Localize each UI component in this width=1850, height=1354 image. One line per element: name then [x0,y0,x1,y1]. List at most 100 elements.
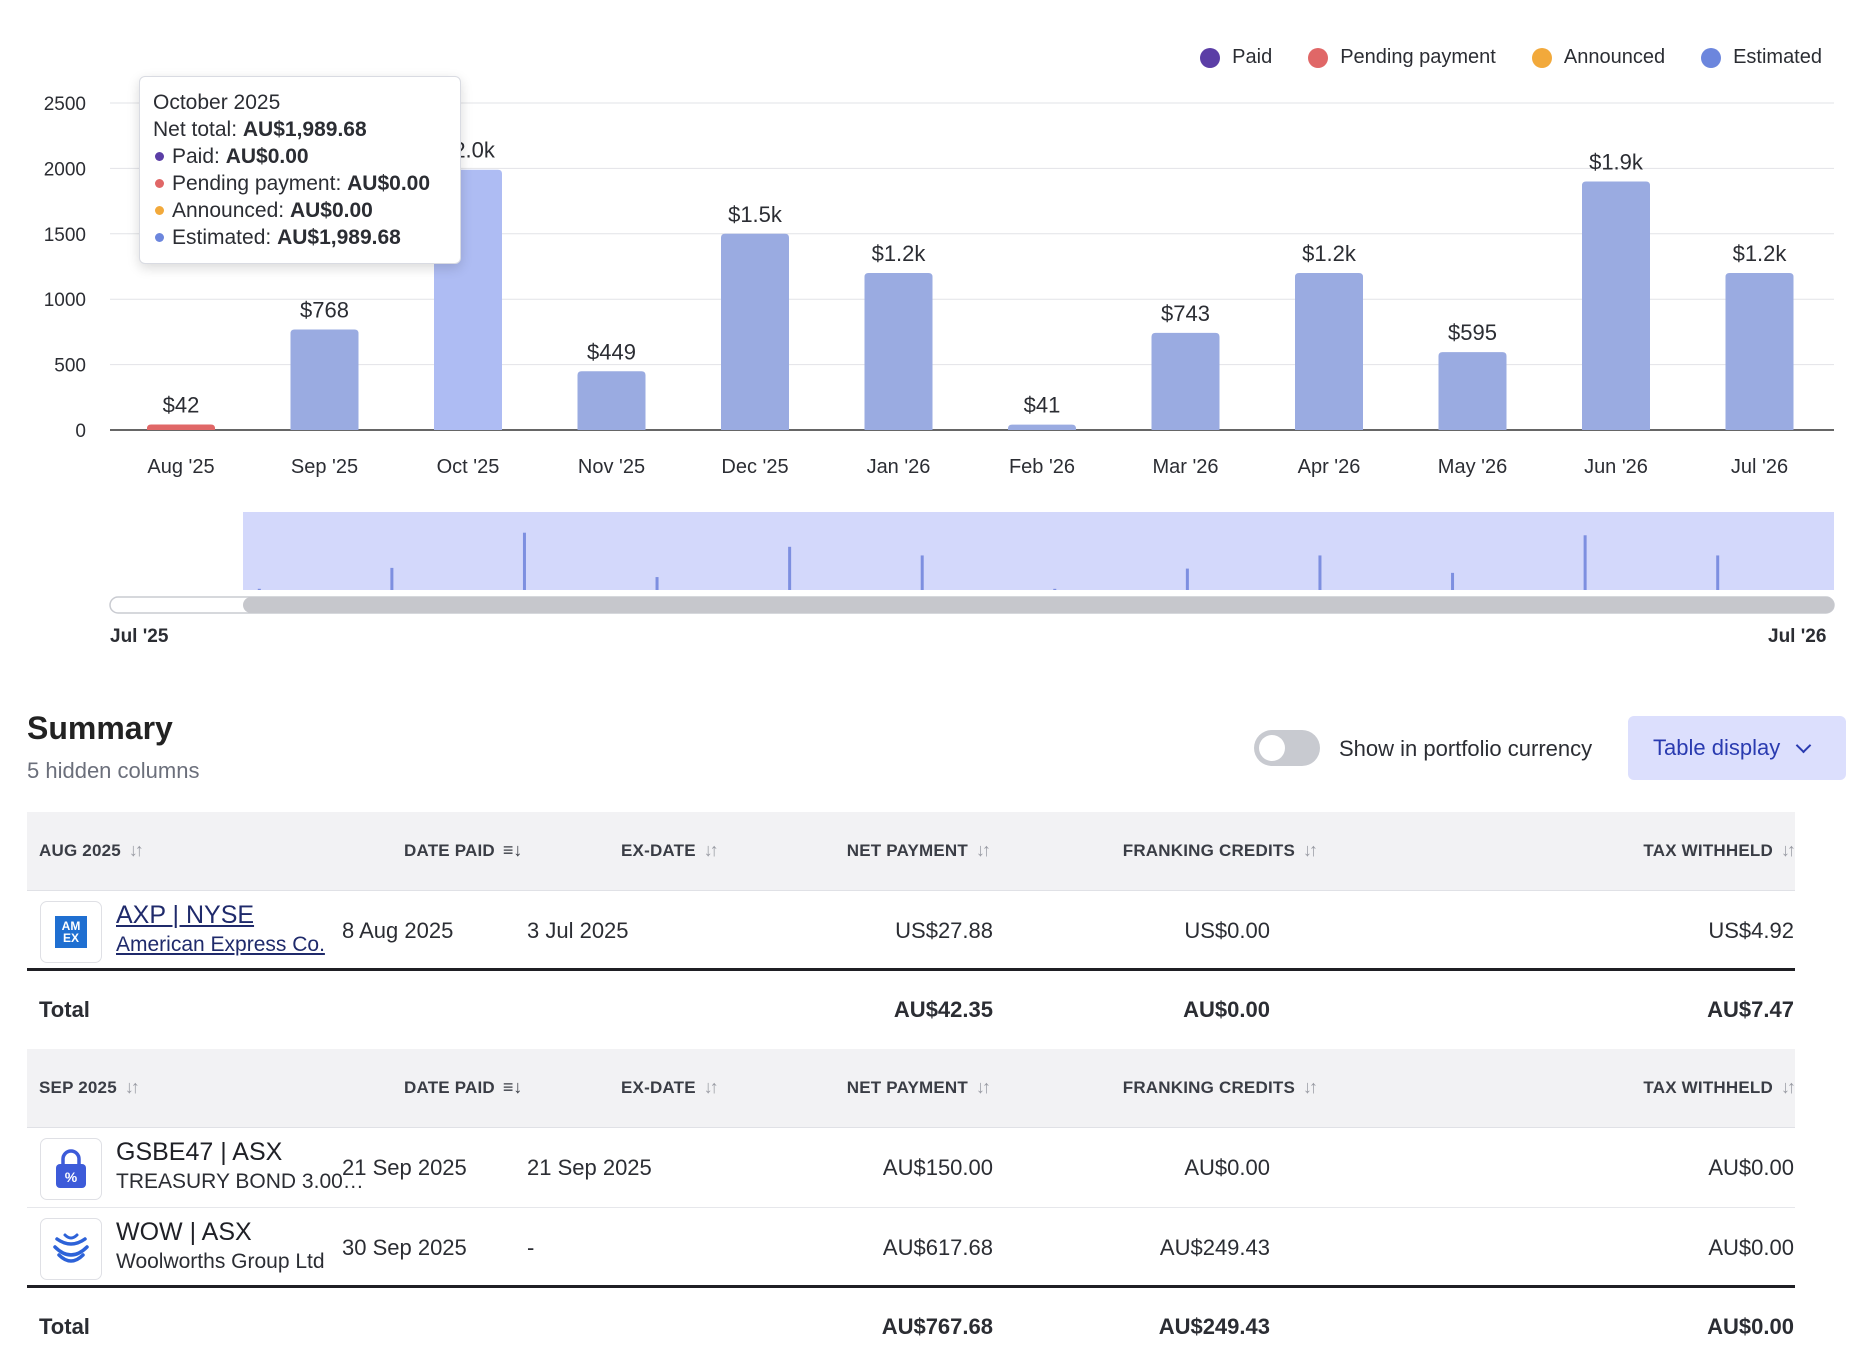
net-payment-cell: AU$617.68 [882,1235,993,1260]
table-row[interactable]: % GSBE47 | ASX TREASURY BOND 3.00… 21 Se… [27,1128,1795,1208]
security-symbol[interactable]: GSBE47 | ASX [116,1138,283,1166]
navigator-start-label: Jul '25 [110,626,169,647]
chart-bar[interactable] [1438,352,1507,430]
navigator-selected-range[interactable] [243,512,1834,590]
x-tick-label: Oct '25 [437,456,500,478]
amex-logo-icon: AM EX [40,901,102,963]
x-tick-label: Feb '26 [1009,456,1075,478]
ex-date-label: EX-DATE [621,1077,696,1097]
table-header-aug-2025: AUG 2025 ↓↑ DATE PAID ≡↓ EX-DATE ↓↑ NET PAY… [27,812,1796,891]
tooltip-dot-estimated [155,232,164,242]
column-header-tax-withheld[interactable]: TAX WITHHELD ↓↑ [1643,840,1796,861]
sort-icon: ↓↑ [1303,1077,1318,1097]
range-navigator[interactable] [109,512,1835,614]
tooltip-label: Announced: [172,199,285,222]
table-row[interactable]: WOW | ASX Woolworths Group Ltd 30 Sep 20… [27,1208,1795,1288]
total-row: Total AU$767.68 AU$249.43 AU$0.00 [27,1288,1795,1354]
date-paid-cell: 21 Sep 2025 [342,1155,467,1180]
sort-icon: ↓↑ [1781,840,1796,860]
legend-item-pending-payment[interactable]: Pending payment [1308,46,1496,69]
bar-data-label: $42 [163,393,200,418]
y-tick-label: 0 [75,421,86,442]
table-scroll-fade [1795,812,1850,1354]
x-tick-label: Jun '26 [1584,456,1648,478]
tooltip-row-paid: Paid: AU$0.00 [153,143,447,170]
portfolio-currency-toggle[interactable] [1254,730,1320,766]
column-header-ex-date[interactable]: EX-DATE ↓↑ [621,840,719,861]
navigator-scrollbar-thumb[interactable] [243,597,1834,613]
legend-label-announced: Announced [1563,46,1666,68]
chart-bar[interactable] [721,233,789,430]
chart-bar[interactable] [147,424,215,430]
table-row[interactable]: AM EX AXP | NYSE American Express Co. 8 A… [27,891,1795,971]
column-header-tax-withheld[interactable]: TAX WITHHELD ↓↑ [1643,1077,1796,1098]
column-header-net-payment[interactable]: NET PAYMENT ↓↑ [847,1077,991,1098]
chart-bar[interactable] [864,273,933,430]
sort-icon: ↓↑ [1303,840,1318,860]
sort-icon: ↓↑ [703,840,719,860]
tax-withheld-label: TAX WITHHELD [1643,1077,1773,1097]
column-header-month[interactable]: AUG 2025 ↓↑ [39,840,144,861]
tax-withheld-cell: AU$0.00 [1708,1235,1794,1260]
svg-text:AM: AM [62,919,81,933]
security-symbol[interactable]: WOW | ASX [116,1218,252,1246]
month-label: SEP 2025 [39,1077,117,1097]
tooltip-dot-announced [155,205,164,215]
ex-date-cell: 3 Jul 2025 [527,918,629,943]
sort-icon: ↓↑ [128,840,144,860]
sort-icon: ↓↑ [703,1077,719,1097]
legend-item-announced[interactable]: Announced [1531,46,1666,69]
y-tick-label: 2500 [44,94,86,115]
ex-date-label: EX-DATE [621,840,696,860]
tooltip-label: Estimated: [172,226,272,249]
tooltip-net-label: Net total: [153,118,238,141]
security-name: Woolworths Group Ltd [116,1250,325,1273]
legend-dot-paid [1200,47,1221,68]
chart-bar[interactable] [290,329,359,430]
x-tick-label: Jan '26 [867,456,931,478]
toggle-knob [1259,735,1285,761]
franking-credits-cell: US$0.00 [1184,918,1270,943]
x-tick-label: Mar '26 [1152,456,1218,478]
chart-bar[interactable] [1582,181,1650,430]
chart-bar[interactable] [1725,273,1794,430]
column-header-date-paid[interactable]: DATE PAID ≡↓ [404,1077,522,1098]
hidden-columns-link[interactable]: 5 hidden columns [27,758,200,783]
security-symbol-link[interactable]: AXP | NYSE [116,901,255,929]
legend-dot-pending-payment [1308,47,1329,68]
chart-bar[interactable] [1008,424,1076,430]
bar-data-label: $595 [1448,320,1497,345]
bar-data-label: $449 [587,339,636,364]
legend-item-paid[interactable]: Paid [1200,46,1272,69]
chart-bar[interactable] [1151,332,1220,430]
chart-bar[interactable] [577,371,646,430]
column-header-date-paid[interactable]: DATE PAID ≡↓ [404,840,522,861]
ex-date-cell: - [527,1235,535,1260]
x-tick-label: Nov '25 [578,456,645,478]
franking-credits-cell: AU$0.00 [1184,1155,1270,1180]
chart-bar[interactable] [1295,273,1363,430]
security-name: TREASURY BOND 3.00… [116,1170,364,1193]
total-net-payment: AU$42.35 [893,997,993,1022]
column-header-ex-date[interactable]: EX-DATE ↓↑ [621,1077,719,1098]
sort-icon: ↓↑ [976,840,991,860]
x-tick-label: May '26 [1438,456,1507,478]
chart-tooltip: October 2025 Net total: AU$1,989.68 Paid… [139,76,461,264]
column-header-net-payment[interactable]: NET PAYMENT ↓↑ [847,840,991,861]
column-header-month[interactable]: SEP 2025 ↓↑ [39,1077,140,1098]
date-paid-label: DATE PAID [404,1077,495,1097]
x-tick-label: Jul '26 [1731,456,1788,478]
franking-credits-label: FRANKING CREDITS [1122,840,1295,860]
bar-data-label: $1.2k [872,241,927,266]
bar-data-label: $1.5k [728,202,783,227]
x-tick-label: Apr '26 [1298,456,1361,478]
table-display-button[interactable]: Table display [1628,716,1846,780]
column-header-franking-credits[interactable]: FRANKING CREDITS ↓↑ [1123,1077,1318,1098]
column-header-franking-credits[interactable]: FRANKING CREDITS ↓↑ [1122,840,1318,861]
legend-item-estimated[interactable]: Estimated [1701,46,1822,69]
total-label: Total [39,997,90,1022]
x-tick-label: Dec '25 [721,456,788,478]
tax-withheld-label: TAX WITHHELD [1643,840,1773,860]
security-name-link[interactable]: American Express Co. [116,933,325,956]
